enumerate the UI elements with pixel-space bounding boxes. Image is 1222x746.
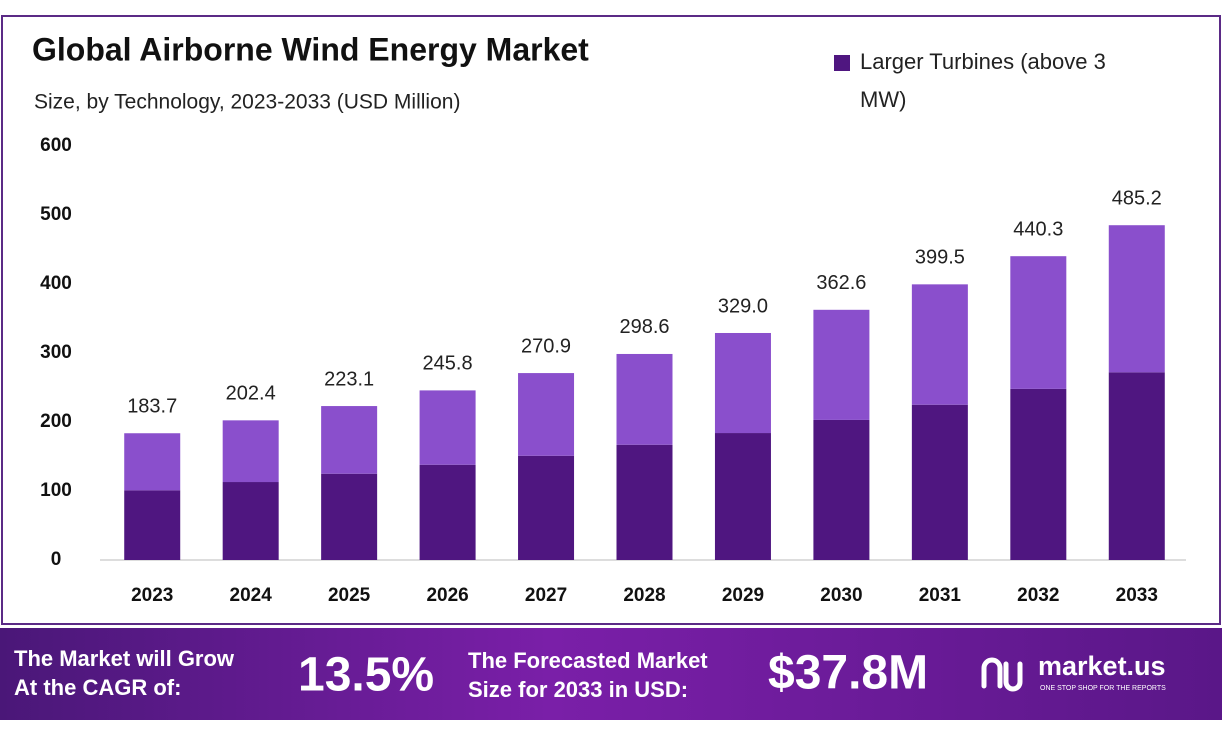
x-tick-label: 2031 [919, 585, 962, 606]
bar-segment [911, 404, 968, 560]
total-label: 245.8 [423, 353, 473, 375]
y-tick-label: 200 [40, 411, 72, 432]
bar-segment [813, 419, 870, 560]
brand-logo [981, 657, 1023, 692]
y-tick-label: 300 [40, 342, 72, 363]
bar-segment [321, 473, 378, 560]
x-tick-label: 2033 [1116, 585, 1158, 606]
x-tick-label: 2029 [722, 585, 764, 606]
brand-name: market.us [1038, 651, 1166, 681]
legend-label-part: Larger Turbines (above 3 [860, 49, 1106, 74]
footer-text: The Forecasted Market [468, 648, 708, 673]
bar-segment [1010, 256, 1067, 389]
logo-stroke [1003, 661, 1023, 692]
bar-segment [419, 464, 476, 560]
bar-segment [321, 406, 378, 474]
x-tick-label: 2032 [1017, 585, 1059, 606]
bar-segment [124, 490, 181, 560]
legend-swatch [834, 55, 850, 71]
bar-segment [1108, 225, 1165, 373]
chart-subtitle: Size, by Technology, 2023-2033 (USD Mill… [34, 91, 460, 114]
total-label: 223.1 [324, 368, 374, 390]
bar-segment [124, 433, 181, 491]
bar-segment [616, 353, 673, 445]
chart-title: Global Airborne Wind Energy Market [32, 31, 589, 67]
y-tick-label: 400 [40, 273, 72, 294]
total-label: 183.7 [127, 396, 177, 418]
total-label: 202.4 [226, 383, 276, 405]
x-tick-label: 2027 [525, 585, 567, 606]
total-label: 270.9 [521, 335, 571, 357]
x-tick-label: 2028 [623, 585, 665, 606]
bar-segment [222, 482, 279, 560]
footer-text: The Market will Grow [14, 646, 235, 671]
brand-tagline: ONE STOP SHOP FOR THE REPORTS [1040, 685, 1166, 692]
footer-forecast: $37.8M [768, 647, 928, 700]
x-tick-label: 2026 [426, 585, 468, 606]
bar-segment [1010, 388, 1067, 560]
bar-segment [419, 390, 476, 465]
logo-stroke [981, 657, 1003, 689]
total-label: 399.5 [915, 247, 965, 269]
y-tick-label: 0 [51, 549, 62, 570]
x-tick-label: 2023 [131, 585, 173, 606]
bar-segment [714, 433, 771, 560]
total-label: 298.6 [619, 316, 669, 338]
total-label: 440.3 [1013, 218, 1063, 240]
total-label: 362.6 [816, 272, 866, 294]
y-tick-label: 100 [40, 480, 72, 501]
bar-segment [813, 309, 870, 420]
bar-segment [1108, 372, 1165, 560]
x-tick-label: 2030 [820, 585, 862, 606]
total-label: 329.0 [718, 295, 768, 317]
x-tick-label: 2025 [328, 585, 371, 606]
x-tick-label: 2024 [230, 585, 273, 606]
y-tick-label: 600 [40, 135, 72, 156]
bar-segment [911, 284, 968, 405]
bar-segment [518, 455, 575, 560]
bar-segment [222, 420, 279, 483]
footer-text: At the CAGR of: [14, 675, 181, 700]
footer-cagr: 13.5% [298, 649, 434, 702]
total-label: 485.2 [1112, 187, 1162, 209]
bar-segment [616, 444, 673, 560]
y-tick-label: 500 [40, 204, 72, 225]
footer-text: Size for 2033 in USD: [468, 677, 688, 702]
legend-label: Larger Turbines (above 3 MW) [860, 49, 1106, 112]
legend-label-part: MW) [860, 87, 906, 112]
bar-segment [518, 373, 575, 456]
bar-segment [714, 332, 771, 434]
